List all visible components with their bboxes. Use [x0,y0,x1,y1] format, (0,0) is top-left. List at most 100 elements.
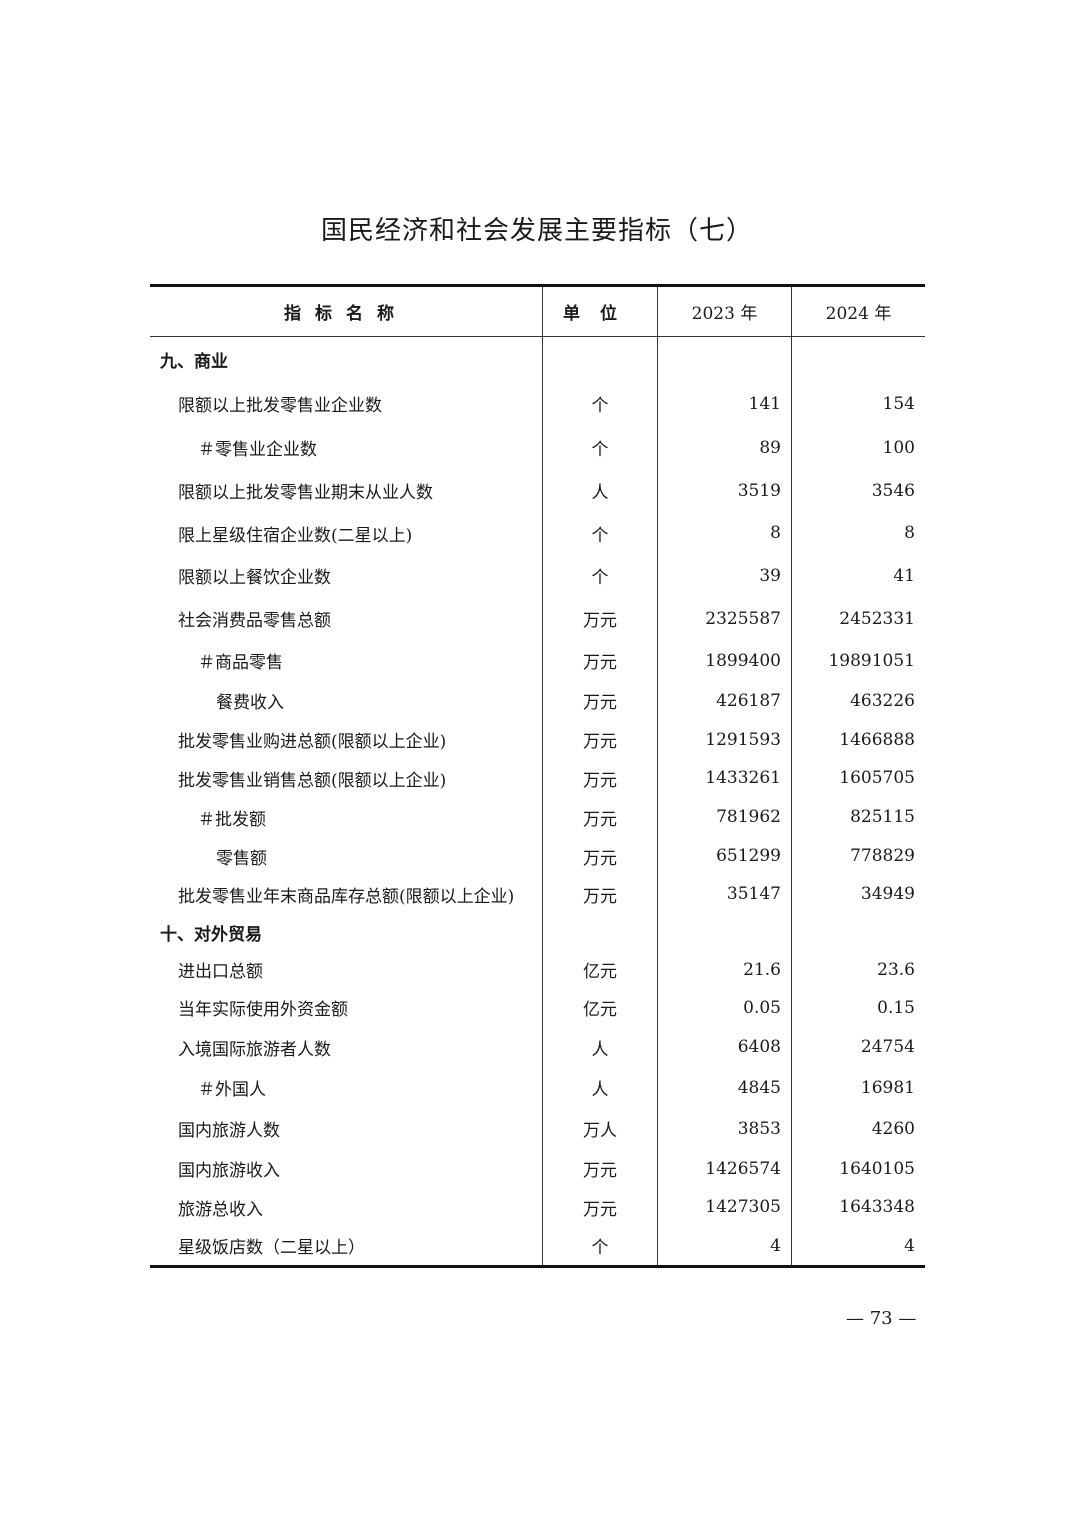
row-name: ＃零售业企业数 [150,426,543,469]
row-unit: 人 [543,1027,658,1067]
table-row: 国内旅游收入 万元 1426574 1640105 [150,1149,925,1188]
row-name: 限额以上批发零售业企业数 [150,381,543,426]
row-name: ＃外国人 [150,1067,543,1108]
row-unit: 万元 [543,759,658,797]
table-row: 零售额 万元 651299 778829 [150,837,925,875]
table-row: 批发零售业购进总额(限额以上企业) 万元 1291593 1466888 [150,720,925,759]
row-name: 国内旅游收入 [150,1149,543,1188]
row-name: 入境国际旅游者人数 [150,1027,543,1067]
header-unit: 单位 [543,287,658,336]
value-2023: 4 [658,1226,792,1265]
value-2023: 426187 [658,681,792,720]
row-name: 十、对外贸易 [150,913,543,951]
row-unit [543,913,658,951]
row-unit: 亿元 [543,988,658,1027]
row-unit: 万元 [543,875,658,913]
table-row: ＃零售业企业数个 89 100 [150,426,925,469]
header-2024: 2024 年 [825,304,892,324]
table-row: 限额以上批发零售业企业数个 141 154 [150,381,925,426]
value-2023: 21.6 [658,951,792,988]
row-name: 国内旅游人数 [150,1108,543,1149]
table-header: 指标名称 单位 2023 年 2024 年 [150,287,925,337]
value-2024: 24754 [860,1037,915,1057]
value-2023: 3519 [658,469,792,512]
value-2024: 463226 [850,690,915,711]
table-row: 当年实际使用外资金额 亿元 0.05 0.15 [150,988,925,1027]
row-name: 餐费收入 [150,681,543,720]
value-2024: 1466888 [839,729,915,750]
row-name: 批发零售业购进总额(限额以上企业) [150,720,543,759]
table-row: 限额以上餐饮企业数个 39 41 [150,554,925,597]
row-unit: 万元 [543,720,658,759]
table-row: 进出口总额 亿元 21.6 23.6 [150,951,925,988]
value-2023: 1433261 [658,759,792,797]
table-row: ＃外国人人 4845 16981 [150,1067,925,1108]
page-title: 国民经济和社会发展主要指标（七） [320,216,753,246]
value-2023: 2325587 [658,597,792,640]
value-2024: 825115 [850,807,915,827]
value-2023: 6408 [658,1027,792,1067]
row-unit: 万元 [543,1149,658,1188]
value-2024: 8 [904,523,915,543]
value-2023: 1427305 [658,1188,792,1226]
table-row: 星级饭店数（二星以上）个 4 4 [150,1226,925,1265]
value-2023: 1291593 [658,720,792,759]
table-row: 批发零售业销售总额(限额以上企业) 万元 1433261 1605705 [150,759,925,797]
value-2023: 39 [658,554,792,597]
table-row: 限上星级住宿企业数(二星以上) 个 8 8 [150,512,925,554]
value-2023: 141 [658,381,792,426]
value-2024: 4 [904,1235,915,1256]
value-2024: 100 [882,437,915,458]
row-name: 当年实际使用外资金额 [150,988,543,1027]
value-2024: 778829 [850,846,915,866]
row-unit: 人 [543,1067,658,1108]
value-2024: 34949 [860,884,915,904]
row-name: ＃商品零售 [150,640,543,681]
section-row: 十、对外贸易 [150,913,925,951]
row-name: 限额以上批发零售业期末从业人数 [150,469,543,512]
row-unit: 万元 [543,1188,658,1226]
row-name: 九、商业 [150,337,543,381]
row-unit [543,337,658,381]
row-name: 批发零售业销售总额(限额以上企业) [150,759,543,797]
value-2023: 651299 [658,837,792,875]
value-2024: 0.15 [877,997,915,1018]
value-2023 [658,337,792,381]
section-row: 九、商业 [150,337,925,381]
table-row: 国内旅游人数 万人 3853 4260 [150,1108,925,1149]
table-row: 入境国际旅游者人数人 6408 24754 [150,1027,925,1067]
row-name: 星级饭店数（二星以上） [150,1226,543,1265]
row-unit: 个 [543,554,658,597]
value-2023: 781962 [658,797,792,837]
row-name: 限额以上餐饮企业数 [150,554,543,597]
value-2023: 0.05 [658,988,792,1027]
value-2023: 1899400 [658,640,792,681]
value-2024: 19891051 [828,650,915,671]
row-unit: 亿元 [543,951,658,988]
row-unit: 个 [543,381,658,426]
value-2024: 23.6 [877,959,915,980]
header-name: 指标名称 [150,287,543,336]
value-2024: 41 [893,565,915,586]
value-2024: 2452331 [839,608,915,629]
value-2023: 4845 [658,1067,792,1108]
table-row: ＃商品零售 万元 1899400 19891051 [150,640,925,681]
row-unit: 万人 [543,1108,658,1149]
value-2024: 1605705 [839,768,915,788]
header-2023: 2023 年 [658,287,792,336]
row-name: 社会消费品零售总额 [150,597,543,640]
value-2024: 4260 [871,1118,915,1139]
row-unit: 人 [543,469,658,512]
table-row: 社会消费品零售总额 万元 2325587 2452331 [150,597,925,640]
value-2023: 8 [658,512,792,554]
value-2024 [792,913,925,951]
table-row: 旅游总收入 万元 1427305 1643348 [150,1188,925,1226]
value-2024: 16981 [860,1077,915,1098]
row-unit: 万元 [543,640,658,681]
table-row: 限额以上批发零售业期末从业人数人 3519 3546 [150,469,925,512]
table-row: 餐费收入 万元 426187 463226 [150,681,925,720]
row-name: 进出口总额 [150,951,543,988]
value-2023: 1426574 [658,1149,792,1188]
row-unit: 个 [543,1226,658,1265]
row-unit: 个 [543,512,658,554]
